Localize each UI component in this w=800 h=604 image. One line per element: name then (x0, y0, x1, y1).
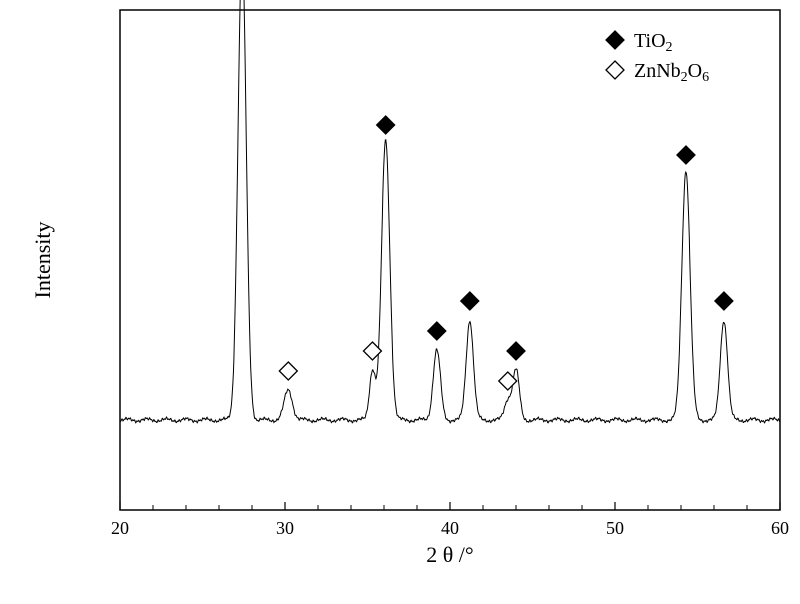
svg-text:2 θ /°: 2 θ /° (426, 542, 473, 567)
svg-text:Intensity: Intensity (30, 222, 55, 299)
svg-text:ZnNb2O6: ZnNb2O6 (634, 60, 709, 85)
svg-text:TiO2: TiO2 (634, 30, 673, 55)
chart-svg: 20 30 40 50 60 2 θ /° Intensity TiO2 ZnNb2O6 (0, 0, 800, 604)
svg-text:40: 40 (441, 518, 459, 538)
svg-text:30: 30 (276, 518, 294, 538)
svg-text:60: 60 (771, 518, 789, 538)
svg-text:20: 20 (111, 518, 129, 538)
xrd-chart: 20 30 40 50 60 2 θ /° Intensity TiO2 ZnNb2O6 (0, 0, 800, 604)
svg-text:50: 50 (606, 518, 624, 538)
